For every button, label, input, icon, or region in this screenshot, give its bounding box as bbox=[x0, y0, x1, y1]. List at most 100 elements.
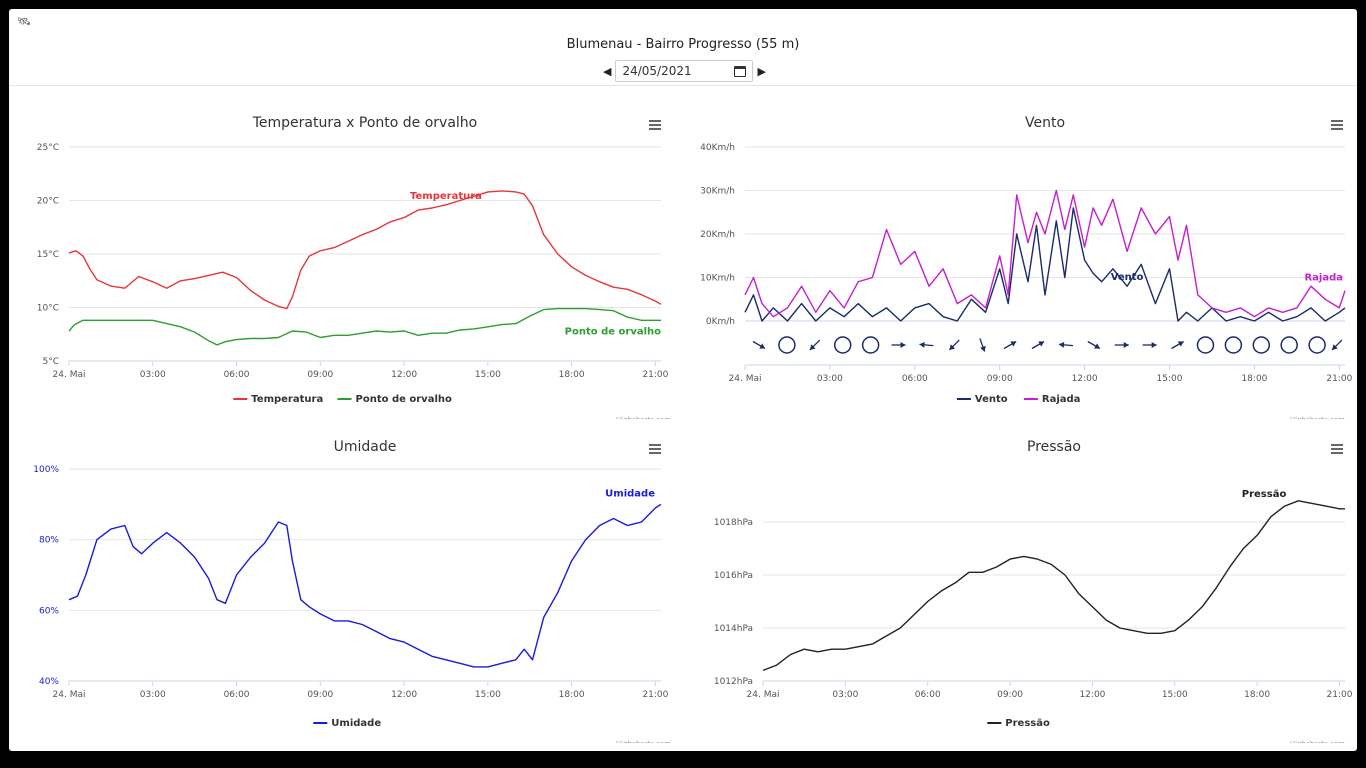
hamburger-menu-icon[interactable] bbox=[1331, 120, 1343, 130]
data-point bbox=[1044, 233, 1045, 234]
data-point bbox=[845, 649, 846, 650]
data-point bbox=[166, 323, 167, 324]
series-label: Pressão bbox=[1242, 489, 1287, 500]
x-tick-label: 09:00 bbox=[307, 370, 333, 380]
legend-item[interactable]: Vento bbox=[956, 394, 1008, 405]
y-tick-label: 20°C bbox=[37, 197, 59, 207]
y-tick-label: 0Km/h bbox=[706, 317, 735, 327]
series-line-0[interactable] bbox=[68, 503, 662, 668]
data-point bbox=[152, 543, 153, 544]
data-point bbox=[417, 649, 418, 650]
data-point bbox=[1016, 233, 1017, 234]
hamburger-menu-icon[interactable] bbox=[649, 444, 661, 454]
data-point bbox=[320, 337, 321, 338]
data-point bbox=[955, 582, 956, 583]
data-point bbox=[1155, 233, 1156, 234]
data-point bbox=[1051, 564, 1052, 565]
data-point bbox=[124, 525, 125, 526]
data-point bbox=[1243, 548, 1244, 549]
x-tick-label: 18:00 bbox=[559, 690, 585, 700]
data-point bbox=[403, 217, 404, 218]
credits-link[interactable]: Highcharts.com bbox=[616, 416, 671, 419]
data-point bbox=[264, 543, 265, 544]
data-point bbox=[124, 288, 125, 289]
data-point bbox=[599, 281, 600, 282]
data-point bbox=[787, 307, 788, 308]
data-point bbox=[790, 654, 791, 655]
legend-item[interactable]: Pressão bbox=[987, 718, 1050, 729]
data-point bbox=[762, 670, 763, 671]
legend-item[interactable]: Temperatura bbox=[233, 394, 323, 405]
data-point bbox=[473, 666, 474, 667]
hamburger-menu-icon[interactable] bbox=[649, 120, 661, 130]
data-point bbox=[1073, 194, 1074, 195]
data-point bbox=[1141, 207, 1142, 208]
caret-right-icon[interactable]: ▶ bbox=[757, 64, 766, 78]
data-point bbox=[613, 310, 614, 311]
data-point bbox=[843, 307, 844, 308]
data-point bbox=[773, 307, 774, 308]
data-point bbox=[761, 303, 762, 304]
data-point bbox=[82, 256, 83, 257]
date-input[interactable]: 24/05/2021 bbox=[615, 60, 754, 82]
data-point bbox=[1296, 307, 1297, 308]
series-line-0[interactable] bbox=[744, 207, 1346, 322]
caret-left-icon[interactable]: ◀ bbox=[603, 64, 612, 78]
data-point bbox=[152, 281, 153, 282]
data-point bbox=[1023, 556, 1024, 557]
calm-circle-icon bbox=[833, 336, 852, 354]
series-label: Umidade bbox=[605, 488, 655, 499]
series-line-0[interactable] bbox=[762, 500, 1345, 672]
data-point bbox=[309, 256, 310, 257]
x-tick-label: 21:00 bbox=[642, 690, 668, 700]
data-point bbox=[1126, 251, 1127, 252]
data-point bbox=[1215, 588, 1216, 589]
y-tick-label: 60% bbox=[39, 606, 59, 616]
data-point bbox=[390, 332, 391, 333]
data-point bbox=[501, 190, 502, 191]
arrow-down-icon bbox=[979, 338, 986, 352]
y-tick-label: 25°C bbox=[37, 143, 59, 153]
data-point bbox=[872, 643, 873, 644]
y-tick-label: 5°C bbox=[42, 357, 59, 367]
data-point bbox=[1197, 294, 1198, 295]
hamburger-menu-icon[interactable] bbox=[1331, 444, 1343, 454]
credits-link[interactable]: Highcharts.com bbox=[1290, 740, 1345, 743]
data-point bbox=[557, 592, 558, 593]
data-point bbox=[1240, 316, 1241, 317]
calendar-icon[interactable] bbox=[734, 65, 747, 77]
arrow-up-right-icon bbox=[1003, 340, 1017, 350]
data-point bbox=[1101, 281, 1102, 282]
data-point bbox=[641, 521, 642, 522]
x-tick-label: 03:00 bbox=[832, 690, 858, 700]
data-point bbox=[1078, 593, 1079, 594]
y-tick-label: 1018hPa bbox=[714, 518, 753, 528]
data-point bbox=[1147, 633, 1148, 634]
credits-link[interactable]: Highcharts.com bbox=[1290, 416, 1345, 419]
data-point bbox=[473, 328, 474, 329]
data-point bbox=[1169, 216, 1170, 217]
legend-item[interactable]: Ponto de orvalho bbox=[337, 394, 452, 405]
legend-item[interactable]: Rajada bbox=[1023, 394, 1081, 405]
data-point bbox=[487, 326, 488, 327]
data-point bbox=[82, 320, 83, 321]
data-point bbox=[194, 332, 195, 333]
x-tick-label: 24. Mai bbox=[53, 370, 86, 380]
satellite-icon[interactable]: 🛰 bbox=[17, 15, 31, 28]
series-line-1[interactable] bbox=[68, 307, 661, 346]
series-line-1[interactable] bbox=[744, 189, 1346, 318]
data-point bbox=[225, 603, 226, 604]
legend-item[interactable]: Umidade bbox=[313, 718, 381, 729]
data-point bbox=[138, 320, 139, 321]
data-point bbox=[1240, 307, 1241, 308]
data-point bbox=[1270, 516, 1271, 517]
credits-link[interactable]: Highcharts.com bbox=[616, 740, 671, 743]
data-point bbox=[761, 320, 762, 321]
data-point bbox=[225, 341, 226, 342]
x-tick-label: 12:00 bbox=[391, 690, 417, 700]
series-line-0[interactable] bbox=[68, 190, 662, 310]
y-tick-label: 80% bbox=[39, 536, 59, 546]
data-point bbox=[1174, 630, 1175, 631]
data-point bbox=[1339, 508, 1340, 509]
data-point bbox=[999, 255, 1000, 256]
